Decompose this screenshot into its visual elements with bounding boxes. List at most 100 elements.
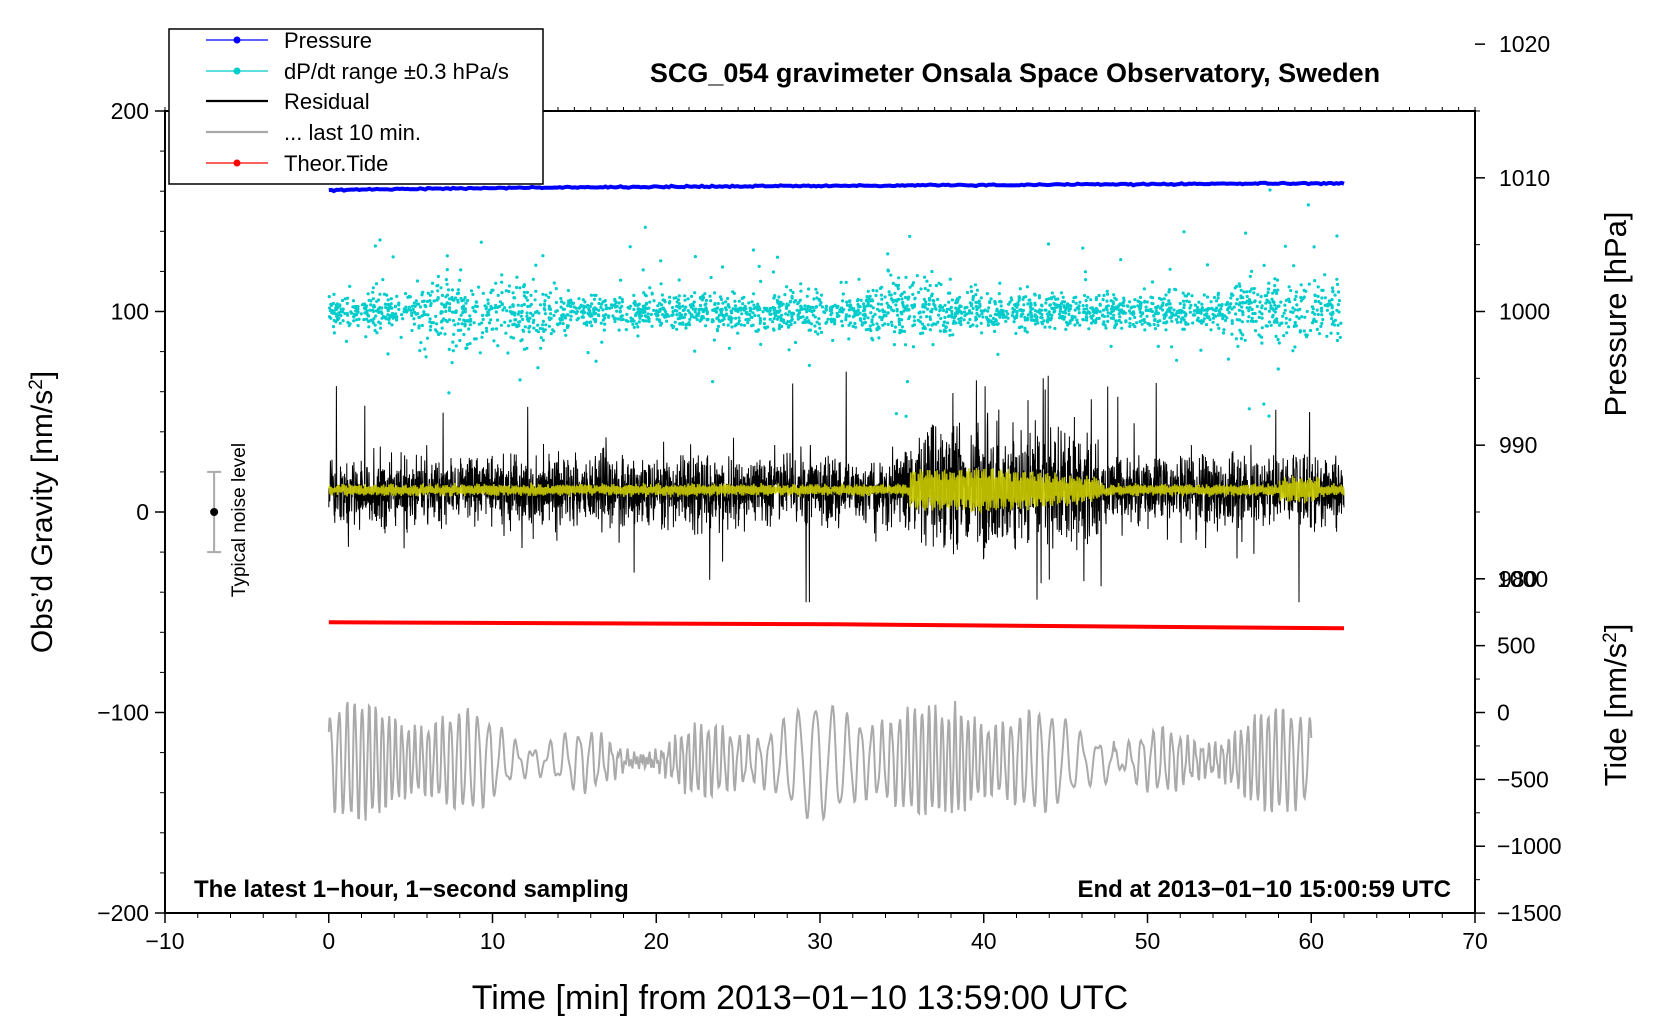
dpdt-point — [522, 329, 526, 333]
dpdt-point — [865, 304, 869, 308]
dpdt-point — [599, 302, 604, 306]
dpdt-point — [615, 309, 619, 313]
dpdt-point — [541, 323, 545, 327]
dpdt-point — [1044, 301, 1048, 305]
dpdt-point — [430, 281, 435, 285]
dpdt-point — [611, 314, 615, 318]
dpdt-point — [367, 298, 371, 302]
dpdt-point — [511, 336, 516, 340]
dpdt-point — [1276, 367, 1280, 371]
dpdt-point — [819, 293, 824, 297]
dpdt-point — [389, 297, 393, 301]
dpdt-point — [796, 314, 800, 318]
dpdt-point — [931, 343, 935, 347]
dpdt-point — [1196, 310, 1200, 314]
dpdt-point — [844, 280, 848, 284]
dpdt-point — [943, 303, 947, 307]
dpdt-point — [363, 307, 367, 311]
dpdt-point — [1206, 307, 1210, 311]
dpdt-point — [463, 319, 467, 323]
dpdt-point — [1323, 273, 1327, 277]
dpdt-point — [393, 305, 397, 309]
dpdt-point — [718, 295, 723, 299]
dpdt-point — [415, 302, 419, 306]
dpdt-point — [1226, 302, 1230, 306]
dpdt-point — [1267, 414, 1271, 418]
y-axis-label-end: ] — [26, 371, 59, 379]
dpdt-point — [1316, 285, 1320, 289]
dpdt-point — [404, 292, 408, 296]
dpdt-point — [428, 317, 432, 321]
dpdt-point — [1174, 313, 1178, 317]
dpdt-point — [753, 313, 757, 318]
dpdt-point — [1033, 309, 1038, 313]
dpdt-point — [684, 305, 688, 309]
dpdt-point — [1283, 244, 1287, 248]
dpdt-point — [1237, 282, 1241, 286]
dpdt-point — [664, 312, 668, 316]
dpdt-point — [875, 322, 879, 326]
dpdt-point — [951, 321, 956, 325]
dpdt-point — [561, 322, 565, 326]
dpdt-point — [994, 318, 998, 322]
dpdt-point — [688, 317, 692, 321]
dpdt-point — [824, 304, 829, 308]
dpdt-point — [673, 320, 677, 324]
dpdt-point — [711, 319, 715, 323]
dpdt-point — [505, 309, 509, 313]
dpdt-point — [825, 320, 829, 324]
dpdt-point — [1181, 291, 1185, 295]
dpdt-point — [683, 298, 687, 302]
dpdt-point — [536, 330, 541, 334]
dpdt-point — [1300, 315, 1304, 319]
dpdt-point — [559, 305, 563, 309]
dpdt-point — [1262, 402, 1266, 406]
dpdt-point — [936, 297, 940, 301]
dpdt-point — [1189, 303, 1193, 307]
dpdt-point — [400, 313, 404, 317]
dpdt-point — [719, 297, 724, 301]
dpdt-point — [748, 313, 752, 317]
dpdt-point — [1238, 284, 1242, 288]
tide-axis-label: Tide [nm/s2] — [1598, 624, 1633, 787]
dpdt-point — [351, 299, 356, 303]
dpdt-point — [773, 314, 778, 318]
dpdt-point — [447, 297, 452, 301]
dpdt-point — [1077, 311, 1081, 315]
dpdt-point — [450, 298, 455, 302]
dpdt-point — [776, 300, 780, 304]
dpdt-point — [768, 317, 772, 321]
dpdt-point — [1230, 307, 1234, 311]
dpdt-point — [789, 322, 793, 327]
dpdt-point — [1022, 303, 1026, 307]
dpdt-point — [844, 318, 848, 322]
dpdt-point — [862, 317, 867, 321]
dpdt-point — [1001, 315, 1005, 319]
dpdt-point — [678, 322, 682, 326]
dpdt-point — [807, 287, 811, 291]
dpdt-point — [971, 296, 975, 300]
dpdt-point — [1209, 328, 1213, 332]
dpdt-point — [993, 302, 997, 306]
dpdt-point — [856, 313, 860, 317]
dpdt-point — [655, 310, 659, 314]
dpdt-point — [327, 315, 332, 319]
dpdt-point — [1287, 325, 1291, 329]
dpdt-point — [938, 329, 943, 333]
dpdt-point — [1133, 298, 1137, 302]
dpdt-point — [559, 318, 563, 322]
dpdt-point — [375, 331, 379, 335]
pressure-axis-label: Pressure [hPa] — [1598, 211, 1633, 416]
dpdt-point — [638, 316, 642, 320]
dpdt-point — [620, 297, 624, 301]
dpdt-point — [737, 319, 742, 323]
dpdt-point — [1145, 300, 1149, 304]
dpdt-point — [531, 313, 535, 317]
dpdt-point — [544, 293, 548, 297]
dpdt-point — [1052, 295, 1056, 299]
dpdt-point — [737, 316, 741, 320]
dpdt-point — [757, 314, 761, 318]
x-tick-label: 30 — [807, 928, 833, 954]
legend-marker — [233, 159, 241, 167]
pressure-tick-label: 980 — [1499, 566, 1537, 592]
